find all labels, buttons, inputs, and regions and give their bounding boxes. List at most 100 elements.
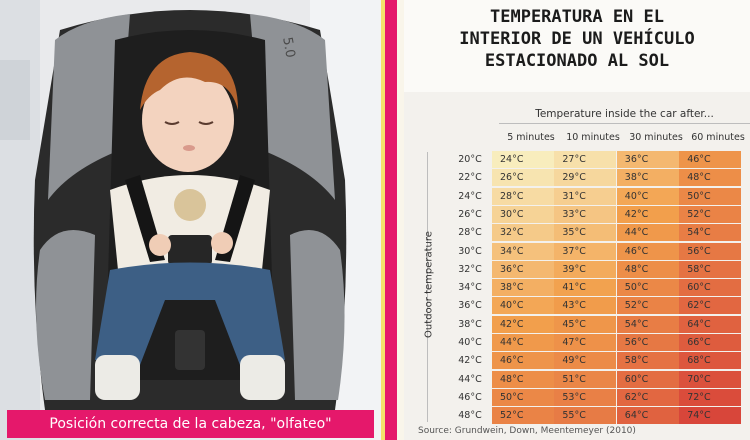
divider (381, 0, 385, 440)
table-row: 32°C 36°C 39°C 48°C 58°C (450, 260, 742, 279)
heatmap-cell: 52°C (679, 205, 742, 223)
row-label: 24°C (458, 190, 482, 202)
heatmap-cell: 43°C (554, 297, 617, 315)
row-label: 22°C (458, 172, 482, 184)
heatmap-cell: 31°C (554, 187, 617, 205)
heatmap-cell: 36°C (616, 151, 679, 168)
heatmap-cell: 29°C (554, 169, 617, 187)
y-axis-label: Outdoor temperature (423, 231, 435, 338)
table-row: 30°C 34°C 37°C 46°C 56°C (450, 242, 742, 261)
heatmap-cell: 50°C (492, 388, 554, 406)
heatmap-cell: 56°C (679, 242, 742, 260)
heatmap-cell: 48°C (616, 260, 679, 278)
heatmap-cell: 62°C (616, 388, 679, 406)
heatmap-cell: 40°C (616, 187, 679, 205)
row-label: 34°C (458, 282, 482, 294)
heatmap-cell: 58°C (616, 352, 679, 370)
table-row: 20°C 24°C 27°C 36°C 46°C (450, 151, 742, 169)
heatmap-cell: 40°C (492, 297, 554, 315)
headline-line: ESTACIONADO AL SOL (484, 51, 670, 71)
table-row: 36°C 40°C 43°C 52°C 62°C (450, 297, 742, 315)
heatmap-cell: 54°C (616, 315, 679, 333)
heatmap-cell: 66°C (679, 334, 742, 351)
heatmap-cell: 46°C (616, 242, 679, 260)
heatmap-cell: 60°C (616, 370, 679, 388)
headline: TEMPERATURA EN EL INTERIOR DE UN VEHÍCUL… (404, 6, 750, 72)
heatmap-cell: 39°C (554, 260, 617, 278)
heatmap-cell: 54°C (679, 224, 742, 242)
heatmap-cell: 64°C (616, 407, 679, 425)
row-label: 40°C (458, 337, 482, 348)
column-header: 10 minutes (566, 132, 620, 143)
headline-line: INTERIOR DE UN VEHÍCULO (459, 29, 695, 49)
heatmap-cell: 60°C (679, 279, 742, 297)
column-header: 5 minutes (507, 132, 555, 143)
table-row: 26°C 30°C 33°C 42°C 52°C (450, 205, 742, 224)
table-row: 22°C 26°C 29°C 38°C 48°C (450, 169, 742, 187)
row-label: 20°C (458, 154, 482, 165)
heatmap-cell: 56°C (616, 334, 679, 351)
heatmap-cell: 44°C (616, 224, 679, 242)
source-note: Source: Grundwein, Down, Meentemeyer (20… (418, 426, 636, 436)
row-label: 42°C (458, 355, 482, 367)
row-label: 38°C (458, 318, 482, 330)
heatmap-cell: 51°C (554, 370, 617, 388)
table-row: 46°C 50°C 53°C 62°C 72°C (450, 388, 742, 407)
heatmap-cell: 52°C (492, 407, 554, 425)
heatmap-cell: 52°C (616, 297, 679, 315)
divider (397, 0, 404, 440)
heatmap-cell: 72°C (679, 388, 742, 406)
heatmap-cell: 35°C (554, 224, 617, 242)
table-row: 34°C 38°C 41°C 50°C 60°C (450, 279, 742, 297)
y-axis-line (427, 152, 428, 422)
heatmap-cell: 36°C (492, 260, 554, 278)
header-divider (499, 123, 750, 124)
headline-line: TEMPERATURA EN EL (490, 7, 664, 27)
table-row: 28°C 32°C 35°C 44°C 54°C (450, 224, 742, 242)
heatmap-cell: 24°C (492, 151, 554, 168)
heatmap-cell: 33°C (554, 205, 617, 223)
row-label: 44°C (458, 373, 482, 385)
table-row: 24°C 28°C 31°C 40°C 50°C (450, 187, 742, 206)
heatmap-cell: 47°C (554, 334, 617, 351)
heatmap-cell: 50°C (679, 187, 742, 205)
row-label: 30°C (458, 245, 482, 257)
heatmap-cell: 37°C (554, 242, 617, 260)
heatmap-cell: 26°C (492, 169, 554, 187)
table-row: 38°C 42°C 45°C 54°C 64°C (450, 315, 742, 334)
baby-in-car-seat-illustration (0, 0, 347, 440)
heatmap-table: Temperature inside the car after... 5 mi… (404, 92, 750, 440)
temperature-panel: TEMPERATURA EN EL INTERIOR DE UN VEHÍCUL… (404, 0, 750, 440)
table-row: 40°C 44°C 47°C 56°C 66°C (450, 334, 742, 352)
divider (385, 0, 397, 440)
heatmap-cell: 53°C (554, 388, 617, 406)
heatmap-cell: 48°C (492, 370, 554, 388)
table-row: 42°C 46°C 49°C 58°C 68°C (450, 352, 742, 370)
heatmap-cell: 38°C (492, 279, 554, 297)
row-label: 46°C (458, 391, 482, 403)
chart-title: Temperature inside the car after... (535, 108, 714, 120)
row-label: 48°C (458, 410, 482, 422)
heatmap-cell: 42°C (616, 205, 679, 223)
heatmap-cell: 46°C (492, 352, 554, 370)
heatmap-cell: 30°C (492, 205, 554, 223)
heatmap-cell: 74°C (679, 407, 742, 425)
heatmap-cell: 42°C (492, 315, 554, 333)
heatmap-cell: 38°C (616, 169, 679, 187)
column-header: 30 minutes (629, 132, 683, 143)
row-label: 28°C (458, 227, 482, 239)
car-seat-photo: 5.0 Posición correcta de la cabeza, "olf… (0, 0, 381, 440)
heatmap-cell: 27°C (554, 151, 617, 168)
heatmap-cell: 45°C (554, 315, 617, 333)
heatmap-cell: 41°C (554, 279, 617, 297)
heatmap-cell: 64°C (679, 315, 742, 333)
row-label: 32°C (458, 263, 482, 275)
heatmap-cell: 55°C (554, 407, 617, 425)
table-row: 44°C 48°C 51°C 60°C 70°C (450, 370, 742, 389)
row-label: 36°C (458, 300, 482, 312)
heatmap-cell: 62°C (679, 297, 742, 315)
heatmap-cell: 49°C (554, 352, 617, 370)
table-row: 48°C 52°C 55°C 64°C 74°C (450, 407, 742, 425)
heatmap-cell: 28°C (492, 187, 554, 205)
photo-caption: Posición correcta de la cabeza, "olfateo… (7, 410, 374, 438)
